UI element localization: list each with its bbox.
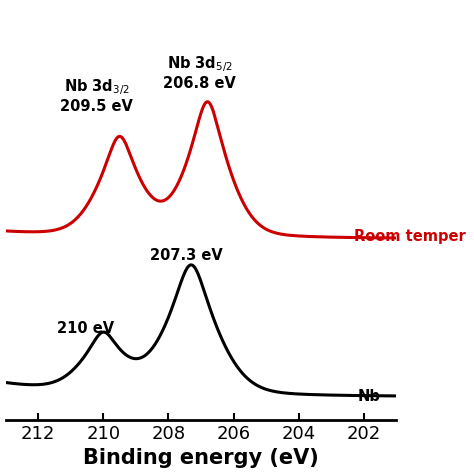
Text: Nb 3d$_{5/2}$
206.8 eV: Nb 3d$_{5/2}$ 206.8 eV xyxy=(163,54,236,91)
Text: Nb 3d$_{3/2}$
209.5 eV: Nb 3d$_{3/2}$ 209.5 eV xyxy=(60,77,133,114)
Text: 210 eV: 210 eV xyxy=(57,321,114,336)
Text: Nb: Nb xyxy=(357,389,380,404)
X-axis label: Binding energy (eV): Binding energy (eV) xyxy=(83,448,319,468)
Text: Room temper: Room temper xyxy=(354,228,466,244)
Text: 207.3 eV: 207.3 eV xyxy=(150,248,223,263)
